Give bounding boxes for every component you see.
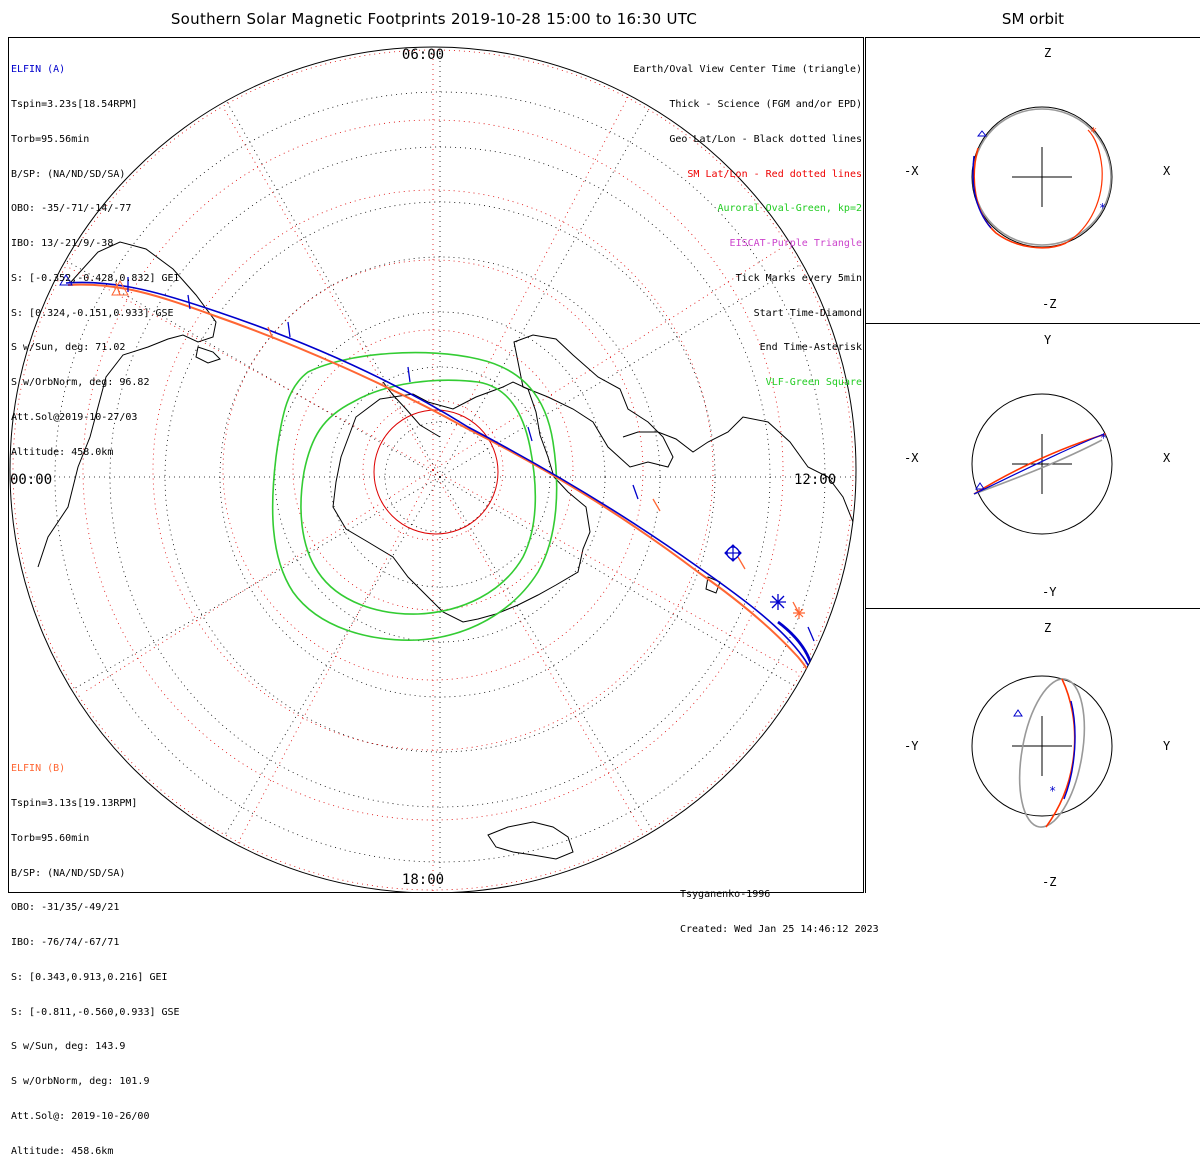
time-label-top: 06:00 xyxy=(402,47,444,63)
antarctica xyxy=(332,381,591,623)
antarctic-peninsula xyxy=(382,381,441,438)
elfin-b-line: OBO: -31/35/-49/21 xyxy=(11,902,120,914)
elfin-b-line: S: [-0.811,-0.560,0.933] GSE xyxy=(11,1006,180,1018)
elfin-b-line: IBO: -76/74/-67/71 xyxy=(11,937,120,949)
orbit-panel-divider xyxy=(865,37,866,893)
legend-item: Thick - Science (FGM and/or EPD) xyxy=(669,98,862,110)
legend-item: End Time-Asterisk xyxy=(759,342,862,354)
elfin-b-line: Torb=95.60min xyxy=(11,832,90,844)
start-diamond xyxy=(724,544,742,562)
time-label-right: 12:00 xyxy=(794,472,836,488)
panel-xz-bottom: -Z xyxy=(1042,297,1056,311)
elfin-a-line: Altitude: 458.0km xyxy=(11,446,114,458)
elfin-a-line: IBO: 13/-21/9/-38 xyxy=(11,238,114,250)
elfin-a-line: Tspin=3.23s[18.54RPM] xyxy=(11,98,138,110)
elfin-a-info: ELFIN (A) Tspin=3.23s[18.54RPM] Torb=95.… xyxy=(11,41,180,470)
elfin-b-line: Att.Sol@: 2019-10-26/00 xyxy=(11,1111,150,1122)
elfin-a-track xyxy=(65,281,813,693)
elfin-b-line: Tspin=3.13s[19.13RPM] xyxy=(11,797,138,809)
elfin-a-line: Att.Sol@2019-10-27/03 xyxy=(11,412,138,423)
elfin-b-line: S: [0.343,0.913,0.216] GEI xyxy=(11,971,168,983)
time-label-bottom: 18:00 xyxy=(402,872,444,888)
panel-xy-right: X xyxy=(1163,451,1171,465)
elfin-b-line: Altitude: 458.6km xyxy=(11,1145,114,1157)
end-asterisk xyxy=(770,594,786,610)
legend-item: Start Time-Diamond xyxy=(753,307,862,319)
panel-xy-bottom: -Y xyxy=(1042,585,1057,599)
end-asterisk-b xyxy=(793,607,805,619)
south-america xyxy=(37,241,217,568)
svg-text:*: * xyxy=(1100,431,1107,445)
elfin-a-line: Torb=95.56min xyxy=(11,133,90,145)
legend-item: Geo Lat/Lon - Black dotted lines xyxy=(669,133,862,145)
sm-grid xyxy=(12,47,854,893)
orbit-panel-border-top xyxy=(866,37,1200,38)
elfin-a-line: OBO: -35/-71/-14/-77 xyxy=(11,203,132,215)
panel-yz-right: Y xyxy=(1163,739,1171,753)
panel-xy-left: -X xyxy=(904,451,919,465)
orbit-panel-yz: * Z -Z -Y Y xyxy=(904,621,1171,889)
legend-item: VLF-Green Square xyxy=(765,377,862,389)
legend-item: Tick Marks every 5min xyxy=(735,272,862,284)
elfin-a-line: B/SP: (NA/ND/SD/SA) xyxy=(11,168,126,180)
sm-inner-circle xyxy=(373,409,499,535)
legend-item: Auroral Oval-Green, kp=2 xyxy=(717,203,863,215)
elfin-a-science xyxy=(777,620,814,668)
svg-text:*: * xyxy=(1049,784,1056,798)
elfin-b-name: ELFIN (B) xyxy=(11,763,66,775)
elfin-a-name: ELFIN (A) xyxy=(11,64,66,76)
legend: Earth/Oval View Center Time (triangle) T… xyxy=(633,41,862,400)
south-africa xyxy=(513,334,674,468)
new-zealand xyxy=(487,821,574,860)
orbit-title: SM orbit xyxy=(1001,10,1065,28)
elfin-b-start-triangle xyxy=(111,279,129,296)
auroral-oval-inner xyxy=(300,379,537,615)
geo-grid xyxy=(10,47,856,893)
panel-yz-top: Z xyxy=(1044,621,1051,635)
elfin-a-line: S: [0.324,-0.151,0.933] GSE xyxy=(11,307,174,319)
elfin-b-line: S w/Sun, deg: 143.9 xyxy=(11,1041,126,1053)
panel-yz-bottom: -Z xyxy=(1042,875,1056,889)
orbit-panel-border-1 xyxy=(866,323,1200,324)
falklands xyxy=(195,346,221,364)
credit: Tsyganenko-1996 Created: Wed Jan 25 14:4… xyxy=(680,866,879,947)
footprint-map: 06:00 00:00 12:00 18:00 xyxy=(9,46,857,893)
map-boundary xyxy=(9,46,857,893)
australia xyxy=(622,416,856,558)
legend-item: SM Lat/Lon - Red dotted lines xyxy=(687,168,862,180)
orbit-panel-xy: * Y -Y -X X xyxy=(904,333,1171,599)
page-title: Southern Solar Magnetic Footprints 2019-… xyxy=(170,10,698,28)
panel-xz-top: Z xyxy=(1044,46,1051,60)
legend-item: EISCAT-Purple Triangle xyxy=(729,238,862,250)
panel-xz-left: -X xyxy=(904,164,919,178)
panel-xz-right: X xyxy=(1163,164,1171,178)
elfin-a-line: S: [-0.352,-0.428,0.832] GEI xyxy=(11,272,180,284)
panel-yz-left: -Y xyxy=(904,739,919,753)
panel-xy-top: Y xyxy=(1044,333,1052,347)
credit-created: Created: Wed Jan 25 14:46:12 2023 xyxy=(680,923,879,935)
svg-text:*: * xyxy=(1090,125,1097,139)
elfin-a-line: S w/OrbNorm, deg: 96.82 xyxy=(11,377,150,389)
auroral-oval-outer xyxy=(271,351,558,641)
elfin-b-line: S w/OrbNorm, deg: 101.9 xyxy=(11,1076,150,1088)
orbit-panel-xz: * * Z -Z -X X xyxy=(904,46,1171,311)
elfin-a-ticks xyxy=(127,277,815,642)
credit-model: Tsyganenko-1996 xyxy=(680,889,771,901)
elfin-a-line: S w/Sun, deg: 71.02 xyxy=(11,342,126,354)
elfin-a-start-triangle xyxy=(59,274,73,286)
elfin-b-info: ELFIN (B) Tspin=3.13s[19.13RPM] Torb=95.… xyxy=(11,740,180,1169)
orbit-panel-border-2 xyxy=(866,608,1200,609)
elfin-b-track xyxy=(67,283,816,693)
svg-text:*: * xyxy=(1099,201,1106,215)
elfin-b-line: B/SP: (NA/ND/SD/SA) xyxy=(11,867,126,879)
time-label-left: 00:00 xyxy=(10,472,52,488)
elfin-b-ticks xyxy=(115,282,801,616)
legend-item: Earth/Oval View Center Time (triangle) xyxy=(633,64,862,76)
